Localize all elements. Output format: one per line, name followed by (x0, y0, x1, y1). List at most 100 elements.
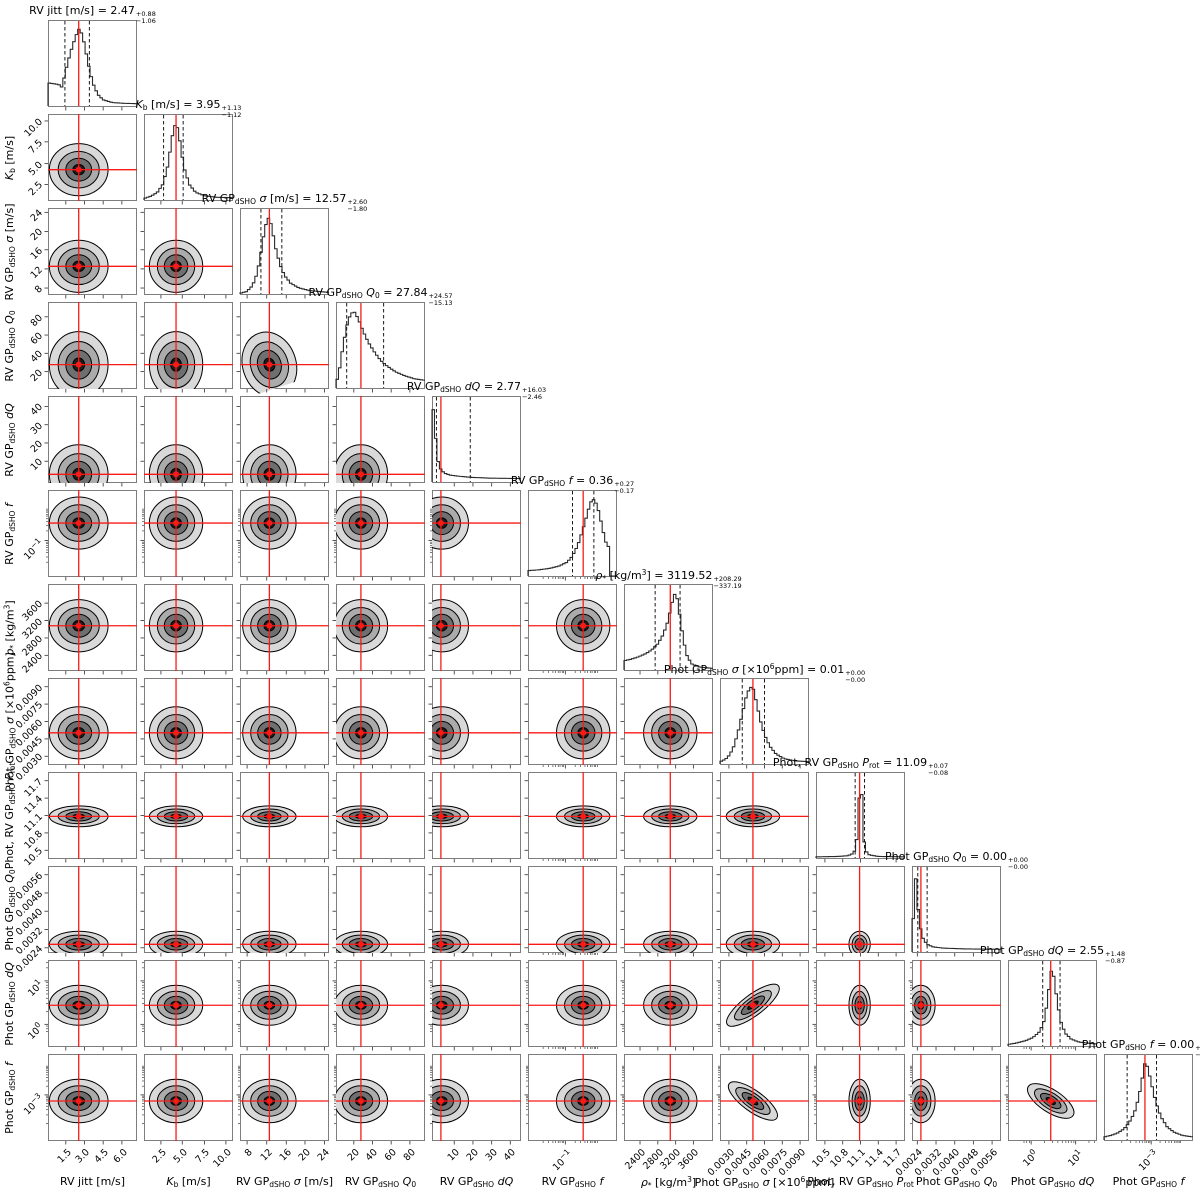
hist-panel-phot_gp_q0 (911, 866, 1001, 957)
label-segment: 6 (800, 1175, 806, 1184)
contour-panel-rv_gp_dq-vs-rv_jitt (44, 396, 137, 487)
y-tick-label: 20 (28, 227, 45, 244)
label-segment: f (595, 1175, 604, 1188)
label-segment: dSHO (8, 326, 17, 348)
histogram-outline (239, 217, 329, 294)
label-segment: rot (903, 1180, 914, 1189)
y-tick-label: 10−3 (20, 1091, 46, 1117)
contour-panel-prot-vs-k_b (140, 772, 233, 863)
label-segment: Q (949, 850, 962, 863)
truth-crosshair (240, 490, 329, 577)
label-segment: K (166, 1175, 174, 1188)
label-segment: [m/s] (300, 1175, 334, 1188)
label-segment: [×10 (738, 663, 770, 676)
contour-panel-phot_gp_dq-vs-rv_gp_q0 (332, 960, 425, 1051)
x-tick-label: 60 (382, 1147, 399, 1164)
contour-panel-prot-vs-rv_gp_sigma (236, 772, 329, 863)
label-segment: Phot GP (979, 944, 1024, 957)
histogram-outline (527, 499, 617, 577)
contour-panel-phot_gp_f-vs-phot_gp_dq (1004, 1054, 1097, 1145)
label-segment: 0 (8, 868, 17, 874)
uncertainty-stack: +1.48 −0.87 (1105, 950, 1126, 965)
truth-crosshair (48, 772, 137, 859)
label-segment: dSHO (1155, 1180, 1178, 1189)
x-axis-label-rv_gp_f: RV GPdSHO f (542, 1175, 604, 1189)
contour-panel-rv_gp_dq-vs-k_b (140, 396, 233, 487)
x-tick-label: 100 (1019, 1147, 1041, 1169)
label-segment: dQ (3, 961, 16, 981)
truth-crosshair (144, 396, 233, 483)
truth-crosshair (144, 772, 233, 859)
label-segment: * (602, 574, 607, 583)
truth-crosshair (48, 114, 137, 201)
uncertainty-stack: +0.88 −1.06 (135, 10, 156, 25)
label-segment: Phot, RV GP (772, 756, 838, 769)
label-segment: dSHO (440, 385, 462, 394)
x-axis-label-rv_gp_dq: RV GPdSHO dQ (440, 1175, 513, 1189)
truth-crosshair (816, 1054, 905, 1141)
y-axis-label-prot: Phot, RV GPdSHO Prot (3, 762, 17, 869)
label-segment: dSHO (837, 761, 859, 770)
label-segment: Phot GP (3, 906, 16, 951)
diag-title-phot_gp_sigma: Phot GPdSHO σ [×106ppm] = 0.01 +0.00 −0.00 (663, 662, 866, 684)
label-segment: f (565, 474, 573, 487)
hist-panel-rv_gp_f (527, 490, 617, 581)
label-segment: dSHO (8, 782, 17, 804)
label-segment: [m/s] (266, 192, 299, 205)
hist-panel-k_b (143, 114, 233, 205)
label-segment: RV GP (344, 1175, 379, 1188)
x-tick-label: 10 (445, 1147, 463, 1164)
label-segment: ] (3, 599, 17, 605)
y-axis-label-rv_gp_dq: RV GPdSHO dQ (3, 403, 17, 476)
label-segment: [kg/m (3, 608, 17, 645)
contour-panel-phot_gp_q0-vs-prot (812, 866, 905, 957)
contour-panel-rho_star-vs-k_b (140, 584, 233, 675)
label-segment: 0 (961, 855, 967, 864)
truth-crosshair (624, 960, 713, 1047)
truth-crosshair (336, 396, 425, 483)
y-axis-label-phot_gp_dq: Phot GPdSHO dQ (3, 962, 17, 1046)
y-axis-label-rho_star: ρ* [kg/m3] (3, 600, 18, 655)
contour-panel-rv_gp_q0-vs-rv_jitt (44, 302, 137, 393)
label-segment: dSHO (8, 726, 18, 749)
truth-crosshair (336, 490, 425, 577)
label-segment: dSHO (928, 855, 950, 864)
truth-crosshair (432, 490, 521, 577)
x-tick-label: 24 (316, 1147, 333, 1164)
label-segment: b (8, 167, 17, 173)
truth-crosshair (432, 1054, 521, 1141)
x-axis-label-rv_jitt: RV jitt [m/s] (60, 1175, 125, 1188)
uncertainty-stack: +0.07 −0.08 (928, 762, 949, 777)
y-tick-label: 2.5 (26, 180, 45, 199)
truth-crosshair (144, 584, 233, 671)
label-segment: 0 (992, 1180, 998, 1189)
label-segment: dSHO (269, 1180, 291, 1189)
diag-title-rv_gp_dq: RV GPdSHO dQ = 2.77 +16.03 −2.46 (406, 380, 547, 401)
label-segment: RV GP (3, 347, 16, 382)
label-segment: dSHO (473, 1180, 495, 1189)
label-segment: dSHO (737, 1181, 760, 1190)
label-segment: [kg/m (651, 1176, 688, 1189)
x-tick-label: 5.0 (171, 1147, 191, 1166)
label-segment: σ (728, 663, 739, 676)
contour-panel-phot_gp_f-vs-rv_gp_dq (428, 1054, 521, 1145)
truth-crosshair (48, 490, 137, 577)
label-segment: Phot GP (3, 1090, 16, 1134)
contour-panel-phot_gp_sigma-vs-k_b (140, 678, 233, 769)
truth-crosshair (720, 772, 809, 859)
contour-panel-phot_gp_dq-vs-rho_star (620, 960, 713, 1051)
y-tick-label: 12 (28, 264, 45, 281)
y-tick-label: 10.0 (22, 116, 45, 140)
label-segment: Q (3, 873, 16, 886)
contour-panel-phot_gp_f-vs-phot_gp_q0 (908, 1054, 1001, 1145)
uncertainty-stack: +1.13 −1.12 (221, 104, 242, 119)
label-segment: P (3, 772, 16, 783)
label-segment: dSHO (378, 1180, 400, 1189)
x-tick-label: 4.5 (92, 1147, 111, 1166)
truth-crosshair (48, 302, 137, 389)
label-segment: dSHO (8, 1068, 17, 1091)
truth-crosshair (240, 866, 329, 953)
label-segment: RV GP (541, 1175, 575, 1188)
x-tick-label: 30 (483, 1147, 500, 1164)
label-segment: f (3, 1061, 16, 1069)
